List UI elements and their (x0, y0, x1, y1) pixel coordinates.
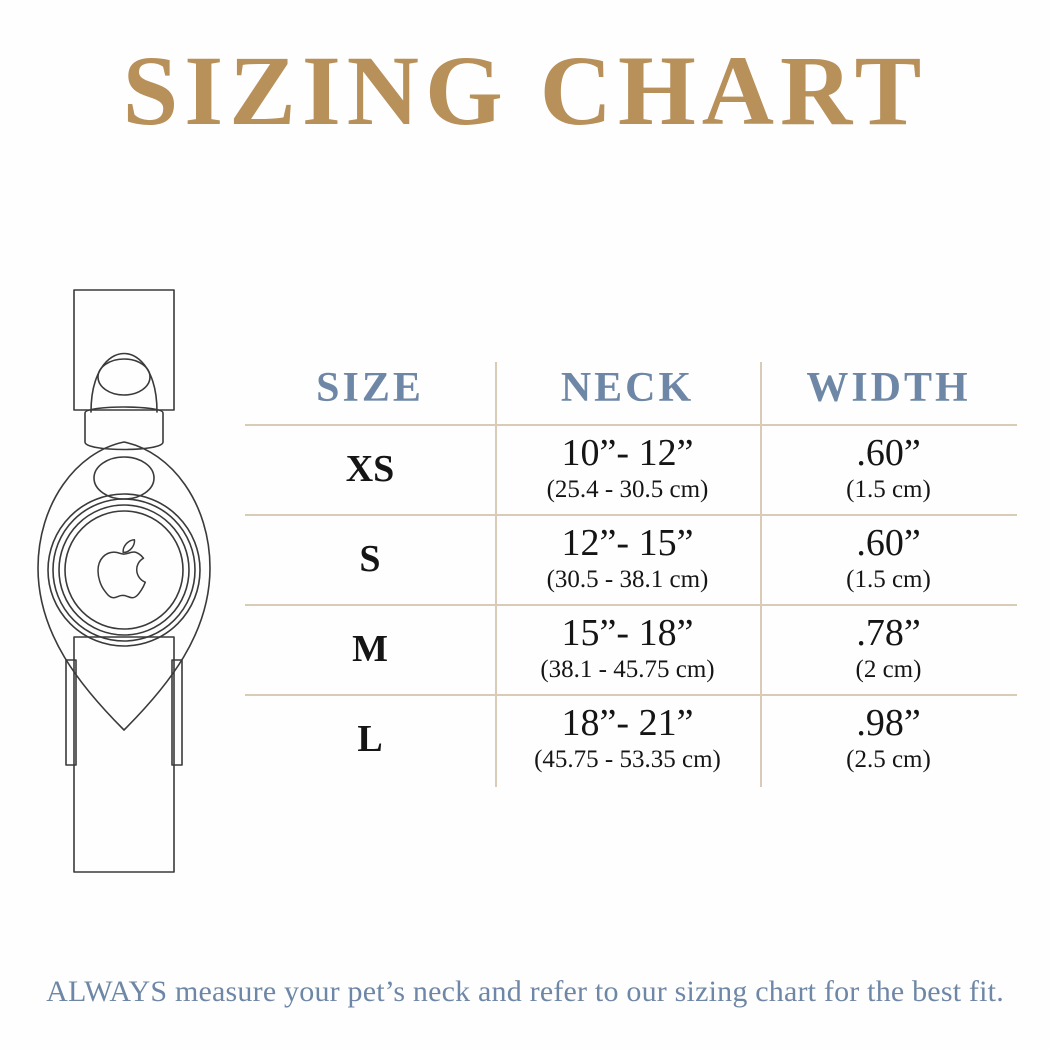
neck-centimeters: (38.1 - 45.75 cm) (540, 656, 715, 684)
width-centimeters: (1.5 cm) (846, 566, 931, 594)
table-row: S 12”- 15” (30.5 - 38.1 cm) .60” (1.5 cm… (245, 514, 1017, 604)
cell-width: .78” (2 cm) (760, 604, 1017, 694)
cell-neck: 15”- 18” (38.1 - 45.75 cm) (495, 604, 760, 694)
neck-centimeters: (45.75 - 53.35 cm) (534, 746, 721, 774)
width-centimeters: (2 cm) (855, 656, 922, 684)
holder-body-outline (37, 441, 211, 731)
neck-inches: 18”- 21” (561, 702, 694, 745)
collar-strap-lower (65, 636, 183, 873)
sizing-table: SIZE NECK WIDTH XS 10”- 12” (25.4 - 30.5… (245, 352, 1017, 792)
neck-inches: 10”- 12” (561, 432, 694, 475)
product-illustration (36, 282, 256, 882)
holder-top-loop (84, 352, 164, 451)
cell-size: XS (245, 424, 495, 514)
page-title: SIZING CHART (122, 35, 928, 146)
table-header-row: SIZE NECK WIDTH (245, 352, 1017, 424)
cell-neck: 18”- 21” (45.75 - 53.35 cm) (495, 694, 760, 784)
table-row: L 18”- 21” (45.75 - 53.35 cm) .98” (2.5 … (245, 694, 1017, 784)
width-centimeters: (1.5 cm) (846, 476, 931, 504)
holder-vent-oval (93, 456, 155, 500)
width-centimeters: (2.5 cm) (846, 746, 931, 774)
footer-note: ALWAYS measure your pet’s neck and refer… (46, 975, 1004, 1008)
table-row: XS 10”- 12” (25.4 - 30.5 cm) .60” (1.5 c… (245, 424, 1017, 514)
size-label: S (359, 538, 381, 580)
neck-centimeters: (30.5 - 38.1 cm) (546, 566, 709, 594)
cell-neck: 10”- 12” (25.4 - 30.5 cm) (495, 424, 760, 514)
neck-inches: 15”- 18” (561, 612, 694, 655)
cell-size: S (245, 514, 495, 604)
width-inches: .78” (856, 612, 921, 655)
column-header-width: WIDTH (806, 365, 971, 411)
column-header-neck: NECK (560, 365, 695, 411)
cell-width: .60” (1.5 cm) (760, 424, 1017, 514)
collar-strap-upper (73, 289, 175, 411)
cell-neck: 12”- 15” (30.5 - 38.1 cm) (495, 514, 760, 604)
table-row: M 15”- 18” (38.1 - 45.75 cm) .78” (2 cm) (245, 604, 1017, 694)
neck-centimeters: (25.4 - 30.5 cm) (546, 476, 709, 504)
cell-size: M (245, 604, 495, 694)
neck-inches: 12”- 15” (561, 522, 694, 565)
airtag-bezel-rings (47, 493, 201, 647)
size-label: L (357, 718, 383, 760)
apple-logo-icon (97, 538, 147, 599)
width-inches: .98” (856, 702, 921, 745)
width-inches: .60” (856, 522, 921, 565)
cell-width: .98” (2.5 cm) (760, 694, 1017, 784)
cell-size: L (245, 694, 495, 784)
width-inches: .60” (856, 432, 921, 475)
size-label: XS (345, 448, 395, 490)
cell-width: .60” (1.5 cm) (760, 514, 1017, 604)
column-header-size: SIZE (316, 365, 424, 411)
size-label: M (352, 628, 388, 670)
